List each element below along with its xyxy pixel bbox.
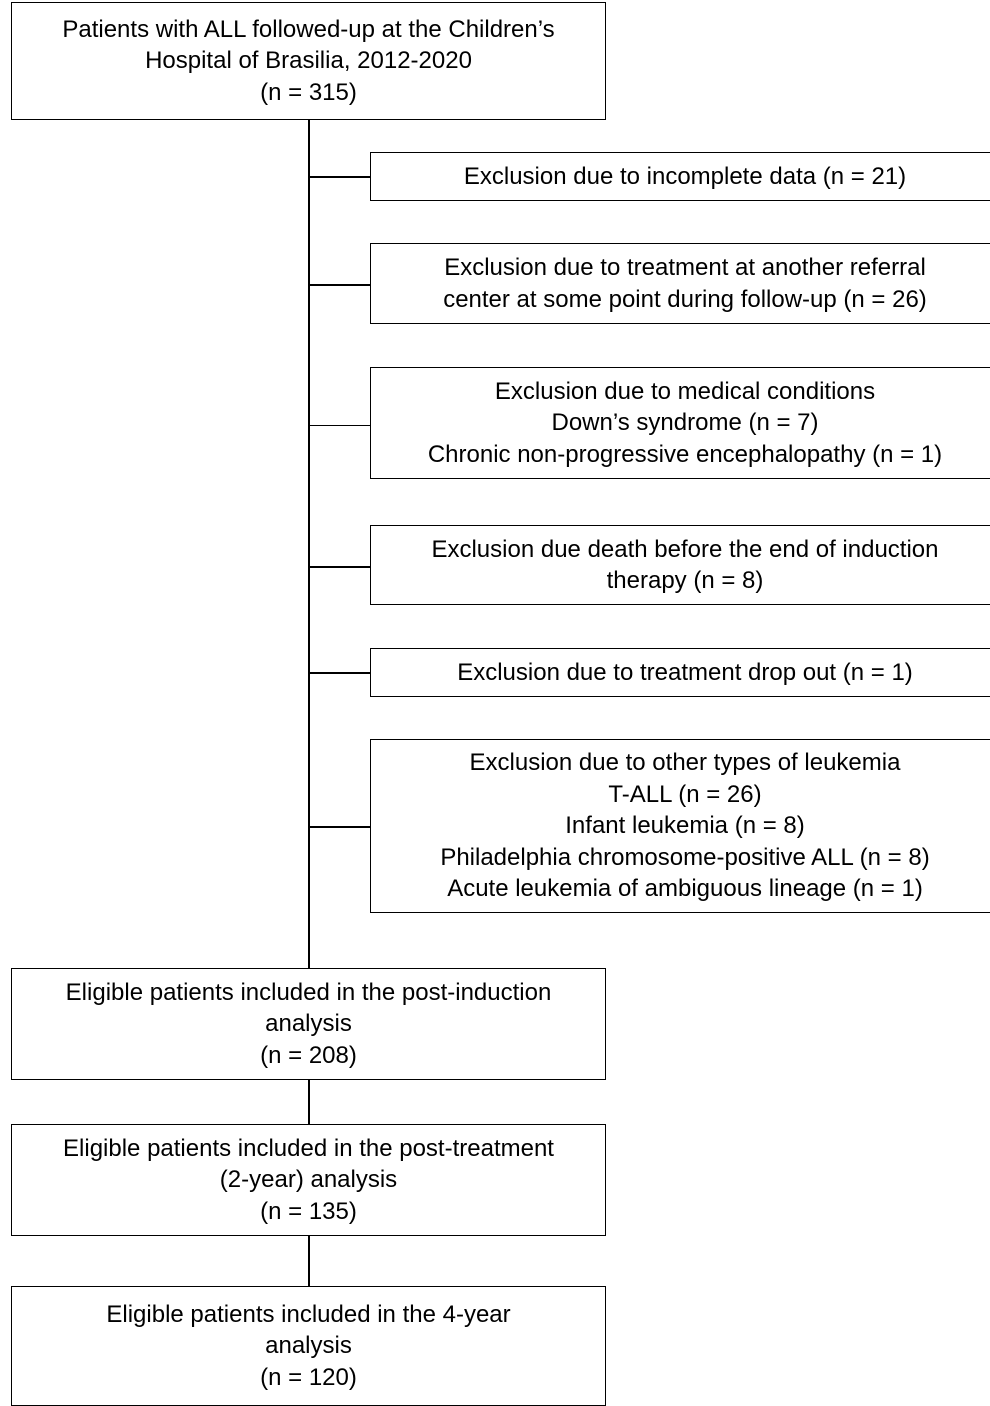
- box-line: Patients with ALL followed-up at the Chi…: [62, 15, 555, 43]
- box-initial-cohort: Patients with ALL followed-up at the Chi…: [11, 2, 606, 120]
- branch-connector-1: [309, 176, 371, 178]
- box-line: therapy (n = 8): [606, 567, 764, 594]
- box-line: Eligible patients included in the 4-year: [106, 1300, 511, 1328]
- box-4-year: Eligible patients included in the 4-year…: [11, 1286, 606, 1406]
- box-post-induction: Eligible patients included in the post-i…: [11, 968, 606, 1080]
- box-line: T-ALL (n = 26): [608, 780, 762, 808]
- branch-connector-4: [309, 566, 371, 568]
- box-line: (n = 208): [260, 1041, 357, 1069]
- exclusion-box-death-induction: Exclusion due death before the end of in…: [370, 525, 990, 605]
- box-line: Exclusion due to treatment drop out (n =…: [457, 658, 913, 686]
- box-line: Hospital of Brasilia, 2012-2020: [145, 47, 472, 75]
- connector-135-to-120: [308, 1234, 310, 1288]
- box-line: Exclusion due to other types of leukemia: [469, 749, 901, 777]
- box-line: Philadelphia chromosome-positive ALL (n …: [440, 843, 930, 871]
- box-line: Infant leukemia (n = 8): [565, 812, 805, 840]
- box-line: Eligible patients included in the post-t…: [63, 1134, 554, 1162]
- branch-connector-6: [309, 826, 371, 828]
- box-line: Acute leukemia of ambiguous lineage (n =…: [447, 875, 923, 903]
- box-line: Exclusion due to incomplete data (n = 21…: [463, 162, 907, 190]
- box-line: Exclusion due to treatment at another re…: [444, 254, 926, 281]
- box-line: (n = 135): [260, 1197, 357, 1225]
- exclusion-box-other-leukemia: Exclusion due to other types of leukemia…: [370, 739, 990, 913]
- main-trunk-connector: [308, 118, 310, 970]
- box-line: Chronic non-progressive encephalopathy (…: [427, 440, 943, 468]
- branch-connector-5: [309, 672, 371, 674]
- box-line: center at some point during follow-up (n…: [443, 285, 927, 313]
- branch-connector-3: [309, 425, 371, 426]
- connector-208-to-135: [308, 1078, 310, 1126]
- box-line: Exclusion due to medical conditions: [494, 377, 876, 405]
- box-line: (2-year) analysis: [219, 1166, 398, 1194]
- exclusion-box-incomplete-data: Exclusion due to incomplete data (n = 21…: [370, 152, 990, 201]
- exclusion-box-medical-conditions: Exclusion due to medical conditions Down…: [370, 367, 990, 479]
- box-line: Down’s syndrome (n = 7): [551, 409, 819, 437]
- box-line: Eligible patients included in the post-i…: [65, 978, 552, 1006]
- box-line: Exclusion due death before the end of in…: [431, 535, 939, 563]
- exclusion-box-other-center: Exclusion due to treatment at another re…: [370, 243, 990, 324]
- box-line: analysis: [265, 1010, 352, 1038]
- branch-connector-2: [309, 284, 371, 286]
- box-line: (n = 315): [260, 78, 357, 106]
- exclusion-box-drop-out: Exclusion due to treatment drop out (n =…: [370, 648, 990, 697]
- box-line: analysis: [265, 1332, 352, 1360]
- box-line: (n = 120): [260, 1363, 357, 1391]
- box-post-treatment: Eligible patients included in the post-t…: [11, 1124, 606, 1236]
